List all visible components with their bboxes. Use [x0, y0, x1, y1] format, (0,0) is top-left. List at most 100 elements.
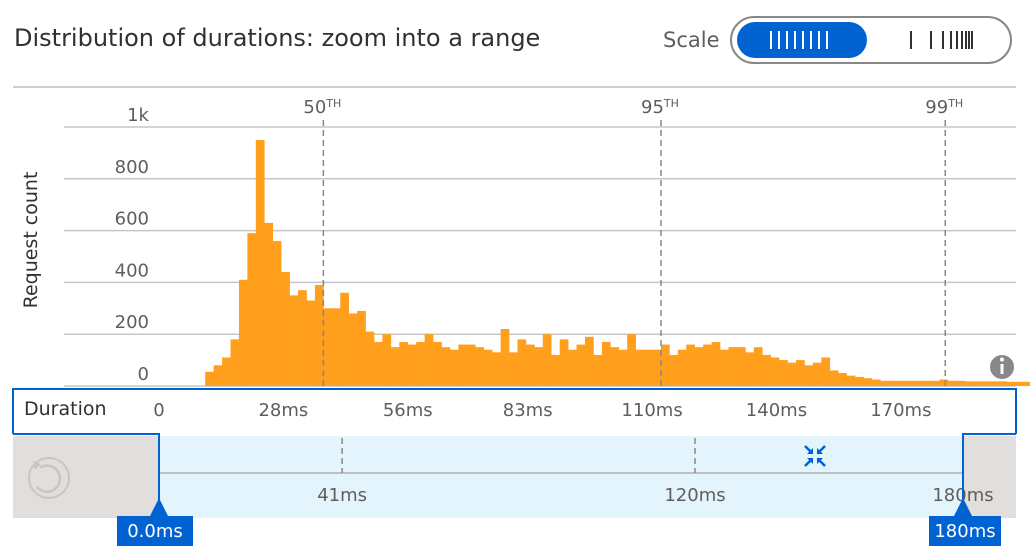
- x-tick-label: 140ms: [746, 400, 807, 421]
- histogram-bar: [821, 357, 831, 386]
- histogram-bar: [888, 380, 898, 386]
- histogram-bar: [753, 347, 763, 386]
- histogram-bar: [255, 139, 265, 386]
- histogram-bar: [956, 380, 966, 386]
- histogram-bar: [871, 379, 881, 386]
- histogram-bar: [947, 380, 957, 386]
- histogram-bar: [686, 344, 696, 386]
- header-divider: [13, 86, 1016, 88]
- histogram-bar: [382, 334, 392, 386]
- histogram-bar: [525, 344, 535, 386]
- histogram-bar: [373, 341, 383, 386]
- histogram-bar: [407, 344, 417, 386]
- histogram-bar: [222, 357, 231, 386]
- histogram-bar: [483, 349, 493, 386]
- histogram-bar: [534, 347, 544, 386]
- histogram-bar: [703, 344, 712, 386]
- y-tick-label: 800: [115, 157, 149, 178]
- histogram-bar: [289, 295, 299, 386]
- y-tick-label: 400: [115, 260, 149, 281]
- undo-icon[interactable]: [28, 457, 70, 499]
- range-handle-left-grip[interactable]: [150, 498, 168, 516]
- histogram-bar: [627, 334, 636, 386]
- histogram-bar: [357, 310, 366, 386]
- scale-option-log[interactable]: [882, 22, 1002, 58]
- histogram-bar: [610, 347, 620, 386]
- histogram-bar: [973, 381, 982, 386]
- histogram-bar: [1023, 381, 1030, 386]
- histogram-bar: [846, 375, 856, 386]
- histogram-bar: [517, 339, 527, 386]
- histogram-bar: [652, 349, 662, 386]
- range-handle-right[interactable]: [962, 433, 1016, 508]
- scale-toggle[interactable]: [730, 16, 1012, 64]
- histogram-bar: [618, 349, 628, 386]
- histogram-bar: [576, 344, 586, 386]
- histogram-bar: [298, 290, 307, 386]
- range-tick-label: 41ms: [317, 485, 367, 506]
- range-start-badge: [117, 516, 193, 546]
- histogram-bar: [880, 380, 890, 386]
- range-mask-left: [13, 436, 159, 518]
- range-handle-left[interactable]: [13, 433, 160, 508]
- histogram-bar: [964, 381, 974, 386]
- histogram-bar: [897, 380, 907, 386]
- histogram-bar: [399, 341, 409, 386]
- histogram-bar: [905, 380, 915, 386]
- histogram-bar: [205, 371, 214, 386]
- histogram-bar: [466, 344, 476, 386]
- info-icon[interactable]: [990, 355, 1014, 379]
- scale-option-linear[interactable]: [737, 22, 867, 58]
- percentile-label: 95TH: [641, 97, 679, 118]
- histogram-bar: [306, 300, 316, 386]
- x-tick-label: 56ms: [383, 400, 433, 421]
- histogram-bar: [669, 354, 679, 386]
- x-axis-frame: [12, 388, 1017, 434]
- linear-scale-icon: [770, 31, 828, 49]
- y-tick-label: 1k: [127, 105, 149, 126]
- range-end-badge: [929, 516, 1001, 546]
- histogram-bar: [720, 349, 729, 386]
- histogram-bar: [584, 336, 594, 386]
- range-end-label: 180ms: [934, 521, 995, 542]
- histogram-bar: [509, 352, 518, 386]
- chart-title: Distribution of durations: zoom into a r…: [14, 24, 541, 52]
- histogram-bar: [660, 344, 670, 386]
- histogram-bar: [247, 233, 257, 386]
- histogram-bar: [829, 370, 839, 386]
- histogram-bar: [711, 341, 721, 386]
- histogram-bar: [787, 362, 797, 386]
- histogram-bar: [314, 284, 324, 386]
- histogram-bar: [838, 373, 847, 386]
- histogram-bar: [939, 379, 949, 386]
- histogram-bar: [779, 360, 788, 386]
- histogram-bar: [264, 222, 274, 386]
- histogram-bar: [213, 365, 223, 386]
- histogram-bar: [804, 365, 814, 386]
- histogram-bar: [863, 378, 873, 386]
- range-start-label: 0.0ms: [127, 521, 183, 542]
- x-tick-label: 83ms: [503, 400, 553, 421]
- histogram-bar: [601, 341, 611, 386]
- histogram-bar: [272, 240, 282, 386]
- histogram-bar: [281, 272, 290, 386]
- histogram-bar: [238, 279, 248, 386]
- histogram-bar: [433, 341, 442, 386]
- range-handle-right-grip[interactable]: [954, 498, 972, 516]
- range-selection[interactable]: [159, 436, 963, 518]
- zoom-in-icon[interactable]: [804, 445, 826, 467]
- histogram-bar: [551, 354, 560, 386]
- x-tick-label: 28ms: [258, 400, 308, 421]
- scale-label: Scale: [663, 28, 720, 52]
- histogram-bar: [1015, 381, 1025, 386]
- histogram-bar: [365, 331, 375, 386]
- histogram-bar: [458, 344, 468, 386]
- y-tick-label: 200: [115, 312, 149, 333]
- histogram-bar: [998, 381, 1008, 386]
- histogram-bar: [728, 347, 738, 386]
- histogram-bar: [745, 352, 755, 386]
- histogram-bar: [390, 347, 400, 386]
- histogram-bar: [441, 347, 451, 386]
- x-tick-label: 0: [153, 400, 164, 421]
